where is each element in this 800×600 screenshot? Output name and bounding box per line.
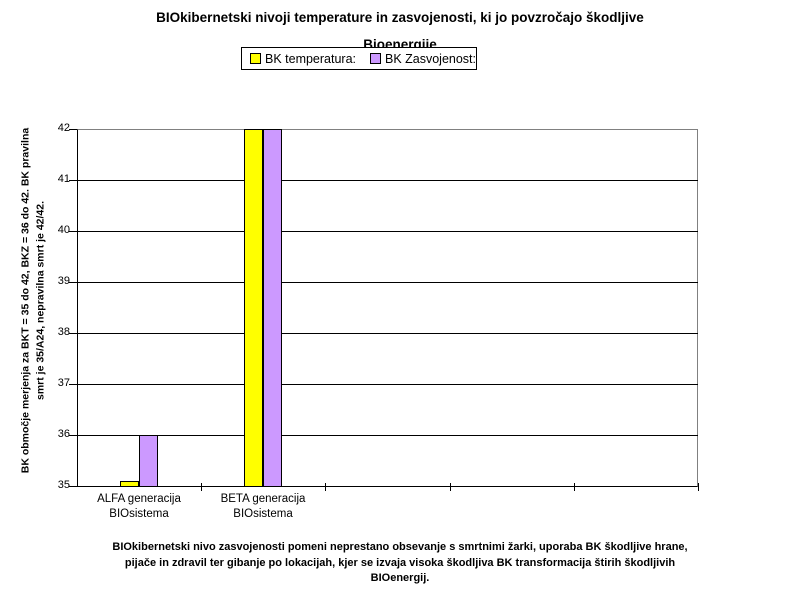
gridline	[78, 231, 698, 232]
y-axis-title-line-1: BK območje merjenja za BKT = 35 do 42, B…	[19, 127, 32, 474]
y-tick	[69, 384, 77, 385]
legend-swatch-yellow-icon	[250, 53, 261, 64]
legend-item-bk-temperatura: BK temperatura:	[250, 52, 360, 66]
gridline	[78, 333, 698, 334]
y-tick-label: 40	[57, 224, 70, 236]
y-tick	[69, 435, 77, 436]
y-tick	[69, 486, 77, 487]
footnote-line: BIOkibernetski nivo zasvojenosti pomeni …	[112, 541, 688, 553]
footnote-line: BIOenergij.	[370, 572, 430, 584]
gridline	[78, 282, 698, 283]
legend-label: BK Zasvojenost:	[384, 51, 476, 66]
chart-title-line-1: BIOkibernetski nivoji temperature in zas…	[156, 10, 644, 25]
category-label: BETA generacija BIOsistema	[220, 493, 306, 520]
x-tick	[201, 483, 202, 491]
x-tick	[574, 483, 575, 491]
chart-footnote: BIOkibernetski nivo zasvojenosti pomeni …	[50, 540, 750, 587]
x-tick	[450, 483, 451, 491]
y-tick-label: 42	[57, 122, 70, 134]
footnote-line: pijače in zdravil ter gibanje po lokacij…	[124, 556, 676, 569]
bar	[120, 481, 139, 487]
y-tick-label: 36	[57, 428, 70, 440]
legend-label: BK temperatura:	[265, 51, 357, 66]
y-tick	[69, 129, 77, 130]
x-tick	[325, 483, 326, 491]
bar	[139, 435, 158, 487]
gridline	[78, 180, 698, 181]
legend: BK temperatura: BK Zasvojenost:	[241, 47, 477, 70]
legend-swatch-lavender-icon	[369, 53, 381, 64]
y-tick	[69, 282, 77, 283]
legend-item-bk-zasvojenost: BK Zasvojenost:	[369, 51, 476, 66]
y-tick	[69, 231, 77, 232]
y-tick	[69, 333, 77, 334]
y-tick-label: 39	[57, 275, 70, 287]
gridline	[78, 435, 698, 436]
y-tick-label: 38	[57, 326, 70, 338]
y-tick-label: 35	[57, 479, 70, 491]
category-label: ALFA generacija BIOsistema	[97, 493, 181, 520]
bar	[244, 129, 263, 487]
plot-area	[77, 129, 698, 487]
x-tick	[698, 483, 699, 491]
y-tick-label: 37	[57, 377, 70, 389]
gridline	[78, 384, 698, 385]
y-tick	[69, 180, 77, 181]
bar	[263, 129, 282, 487]
y-tick-label: 41	[57, 173, 70, 185]
